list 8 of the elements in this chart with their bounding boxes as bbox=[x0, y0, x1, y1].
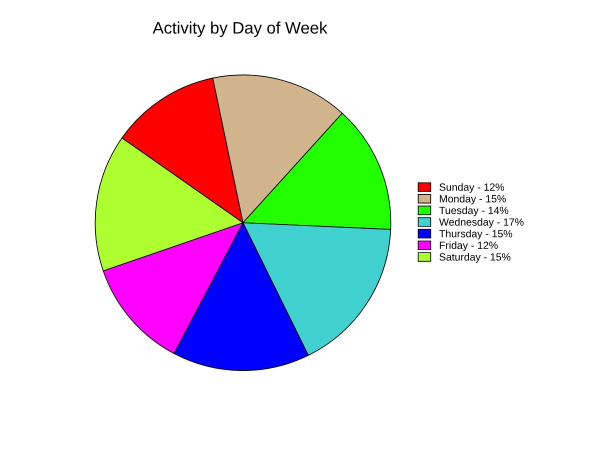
legend-label: Tuesday - 14% bbox=[439, 206, 508, 216]
legend-label: Sunday - 12% bbox=[440, 183, 504, 193]
legend-label: Saturday - 15% bbox=[440, 253, 510, 263]
legend-label: Friday - 12% bbox=[440, 241, 498, 252]
legend-label: Wednesday - 17% bbox=[439, 218, 524, 228]
chart-title: Activity by Day of Week bbox=[152, 21, 328, 38]
legend-label: Monday - 15% bbox=[440, 194, 506, 205]
legend-label: Thursday - 15% bbox=[439, 230, 512, 240]
